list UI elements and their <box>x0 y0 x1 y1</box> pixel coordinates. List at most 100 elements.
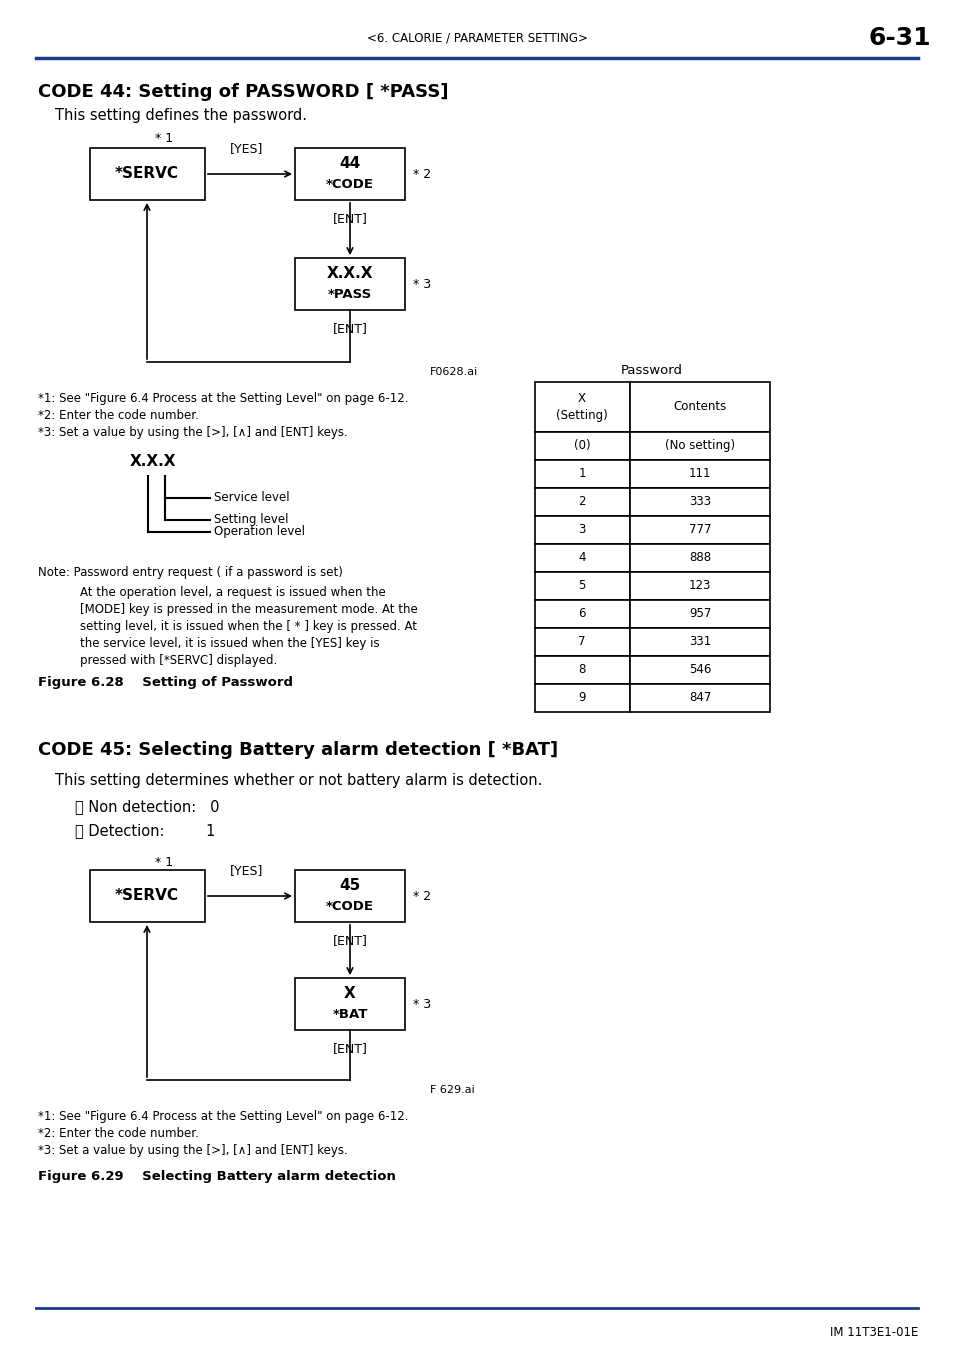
Text: * 3: * 3 <box>413 998 431 1011</box>
Text: setting level, it is issued when the [ * ] key is pressed. At: setting level, it is issued when the [ *… <box>80 620 416 633</box>
Text: 4: 4 <box>578 552 585 564</box>
Bar <box>629 460 769 487</box>
Bar <box>535 460 629 487</box>
Text: 331: 331 <box>688 636 710 648</box>
Text: [MODE] key is pressed in the measurement mode. At the: [MODE] key is pressed in the measurement… <box>80 603 417 616</box>
Text: X: X <box>344 987 355 1002</box>
Bar <box>535 487 629 516</box>
Bar <box>90 869 205 922</box>
Text: *1: See "Figure 6.4 Process at the Setting Level" on page 6-12.: *1: See "Figure 6.4 Process at the Setti… <box>38 392 408 405</box>
Text: This setting defines the password.: This setting defines the password. <box>55 108 307 123</box>
Bar <box>629 487 769 516</box>
Text: IM 11T3E1-01E: IM 11T3E1-01E <box>829 1326 917 1339</box>
Text: 6: 6 <box>578 608 585 621</box>
Text: CODE 44: Setting of PASSWORD [ *PASS]: CODE 44: Setting of PASSWORD [ *PASS] <box>38 82 448 101</box>
Bar <box>629 516 769 544</box>
Bar <box>535 432 629 460</box>
Bar <box>629 544 769 572</box>
Bar <box>535 544 629 572</box>
Text: *CODE: *CODE <box>326 177 374 190</box>
Bar <box>535 599 629 628</box>
Text: At the operation level, a request is issued when the: At the operation level, a request is iss… <box>80 586 385 599</box>
Text: 847: 847 <box>688 691 710 705</box>
Bar <box>629 628 769 656</box>
Text: [YES]: [YES] <box>230 142 263 155</box>
Bar <box>629 684 769 711</box>
Bar <box>535 382 629 432</box>
Text: *3: Set a value by using the [>], [∧] and [ENT] keys.: *3: Set a value by using the [>], [∧] an… <box>38 1143 348 1157</box>
Text: 2: 2 <box>578 495 585 509</box>
Bar <box>90 148 205 200</box>
Text: 5: 5 <box>578 579 585 593</box>
Text: Setting level: Setting level <box>213 513 288 526</box>
Text: F0628.ai: F0628.ai <box>430 367 477 377</box>
Text: 1: 1 <box>578 467 585 481</box>
Bar <box>294 977 405 1030</box>
Bar <box>294 148 405 200</box>
Text: 333: 333 <box>688 495 710 509</box>
Text: 546: 546 <box>688 663 710 676</box>
Bar <box>629 656 769 684</box>
Text: Operation level: Operation level <box>213 525 305 539</box>
Text: 123: 123 <box>688 579 710 593</box>
Text: *CODE: *CODE <box>326 899 374 913</box>
Text: 8: 8 <box>578 663 585 676</box>
Text: X.X.X: X.X.X <box>327 266 373 282</box>
Bar <box>629 432 769 460</box>
Text: *1: See "Figure 6.4 Process at the Setting Level" on page 6-12.: *1: See "Figure 6.4 Process at the Setti… <box>38 1110 408 1123</box>
Text: Figure 6.29    Selecting Battery alarm detection: Figure 6.29 Selecting Battery alarm dete… <box>38 1170 395 1183</box>
Text: * 2: * 2 <box>413 167 431 181</box>
Text: * 3: * 3 <box>413 278 431 290</box>
Text: X.X.X: X.X.X <box>130 454 176 468</box>
Bar <box>294 869 405 922</box>
Text: Password: Password <box>620 364 682 377</box>
Text: *BAT: *BAT <box>332 1007 367 1021</box>
Text: CODE 45: Selecting Battery alarm detection [ *BAT]: CODE 45: Selecting Battery alarm detecti… <box>38 741 558 759</box>
Text: (No setting): (No setting) <box>664 440 735 452</box>
Text: 7: 7 <box>578 636 585 648</box>
Text: X
(Setting): X (Setting) <box>556 392 607 423</box>
Text: 9: 9 <box>578 691 585 705</box>
Text: 44: 44 <box>339 157 360 171</box>
Text: * 2: * 2 <box>413 890 431 903</box>
Text: Contents: Contents <box>673 401 726 413</box>
Bar <box>535 516 629 544</box>
Bar <box>535 656 629 684</box>
Text: the service level, it is issued when the [YES] key is: the service level, it is issued when the… <box>80 637 379 649</box>
Bar <box>535 628 629 656</box>
Text: [ENT]: [ENT] <box>333 212 367 225</box>
Bar <box>535 684 629 711</box>
Text: 3: 3 <box>578 524 585 536</box>
Bar <box>629 382 769 432</box>
Text: *SERVC: *SERVC <box>115 888 179 903</box>
Text: <6. CALORIE / PARAMETER SETTING>: <6. CALORIE / PARAMETER SETTING> <box>366 31 587 45</box>
Text: ・ Detection:         1: ・ Detection: 1 <box>75 824 215 838</box>
Text: * 1: * 1 <box>154 132 172 144</box>
Text: 888: 888 <box>688 552 710 564</box>
Text: *SERVC: *SERVC <box>115 166 179 181</box>
Text: pressed with [*SERVC] displayed.: pressed with [*SERVC] displayed. <box>80 653 277 667</box>
Bar <box>629 599 769 628</box>
Bar <box>629 572 769 599</box>
Text: 6-31: 6-31 <box>868 26 930 50</box>
Text: Figure 6.28    Setting of Password: Figure 6.28 Setting of Password <box>38 676 293 688</box>
Text: F 629.ai: F 629.ai <box>430 1085 475 1095</box>
Text: (0): (0) <box>573 440 590 452</box>
Bar <box>294 258 405 311</box>
Text: 45: 45 <box>339 879 360 894</box>
Text: [ENT]: [ENT] <box>333 934 367 946</box>
Text: *3: Set a value by using the [>], [∧] and [ENT] keys.: *3: Set a value by using the [>], [∧] an… <box>38 427 348 439</box>
Text: * 1: * 1 <box>154 856 172 869</box>
Text: *PASS: *PASS <box>328 288 372 301</box>
Text: [ENT]: [ENT] <box>333 1042 367 1054</box>
Text: 957: 957 <box>688 608 710 621</box>
Text: ・ Non detection:   0: ・ Non detection: 0 <box>75 799 219 814</box>
Text: 777: 777 <box>688 524 711 536</box>
Bar <box>535 572 629 599</box>
Text: [ENT]: [ENT] <box>333 323 367 335</box>
Text: Service level: Service level <box>213 491 290 505</box>
Text: *2: Enter the code number.: *2: Enter the code number. <box>38 409 198 423</box>
Text: [YES]: [YES] <box>230 864 263 878</box>
Text: 111: 111 <box>688 467 711 481</box>
Text: This setting determines whether or not battery alarm is detection.: This setting determines whether or not b… <box>55 774 542 788</box>
